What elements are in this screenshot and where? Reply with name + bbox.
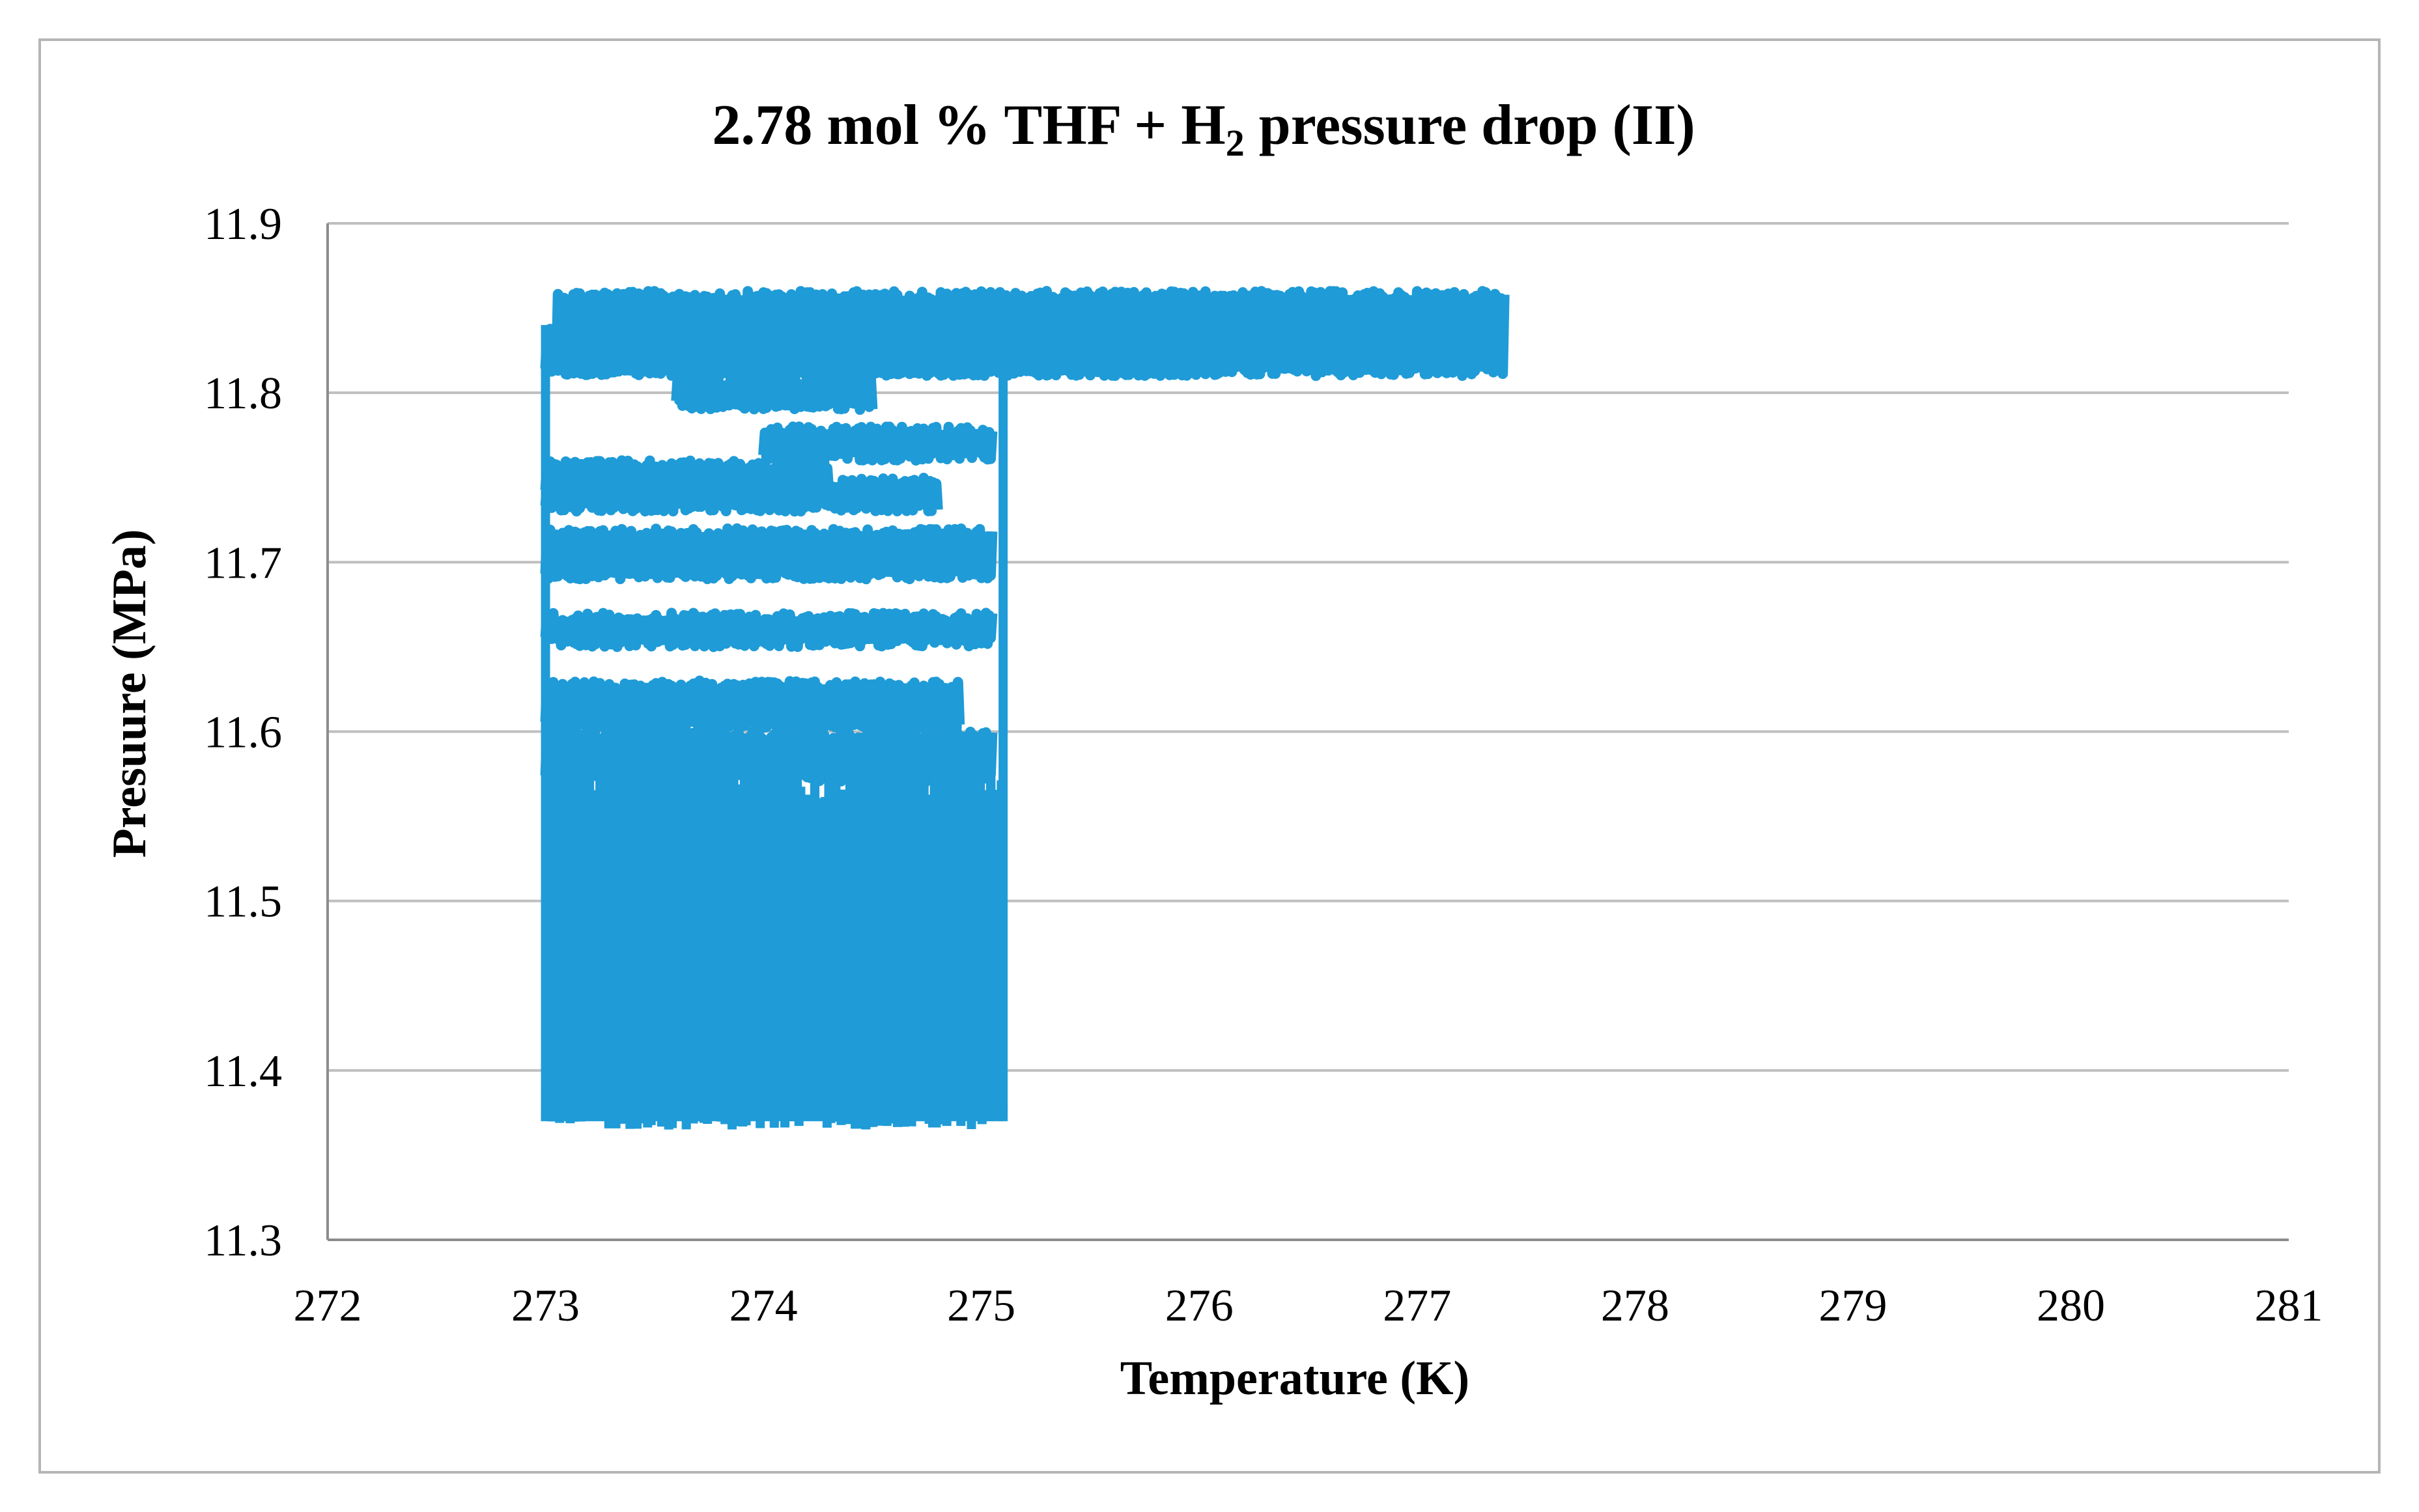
x-tick-label: 273 [511, 1281, 580, 1331]
y-tick-label: 11.3 [204, 1216, 282, 1266]
data-band-5 [540, 472, 943, 517]
x-tick-label: 277 [1383, 1281, 1451, 1331]
x-axis-title: Temperature (K) [1120, 1352, 1469, 1405]
data-band-7 [540, 608, 998, 652]
chart-svg: 2.78 mol % THF + H2 pressure drop (II) 2… [103, 94, 2323, 1405]
y-tick-label: 11.5 [204, 877, 282, 927]
y-tick-label: 11.7 [204, 538, 282, 588]
x-tick-label: 279 [1818, 1281, 1887, 1331]
x-tick-label: 275 [947, 1281, 1015, 1331]
x-tick-labels: 272 273 274 275 276 277 278 279 280 281 [294, 1281, 2323, 1331]
data-band-3 [758, 421, 998, 466]
y-tick-label: 11.6 [204, 708, 282, 758]
x-tick-label: 278 [1601, 1281, 1669, 1331]
chart-frame: 2.78 mol % THF + H2 pressure drop (II) 2… [38, 38, 2381, 1474]
x-tick-label: 281 [2255, 1281, 2323, 1331]
data-band-1 [540, 320, 1226, 382]
y-tick-labels: 11.3 11.4 11.5 11.6 11.7 11.8 11.9 [204, 199, 282, 1266]
data-dense-trace [541, 749, 1008, 1130]
data-band-8 [540, 675, 965, 737]
data-band-6 [540, 523, 998, 585]
chart-title: 2.78 mol % THF + H2 pressure drop (II) [712, 94, 1695, 164]
y-tick-label: 11.4 [204, 1046, 282, 1097]
y-tick-label: 11.8 [204, 369, 282, 419]
x-tick-label: 276 [1165, 1281, 1234, 1331]
y-tick-label: 11.9 [204, 199, 282, 249]
data-band-2 [671, 371, 878, 415]
x-tick-label: 274 [729, 1281, 798, 1331]
x-tick-label: 280 [2037, 1281, 2105, 1331]
y-axis-title: Presuure (MPa) [103, 529, 156, 858]
chart-title-subscript: 2 [1226, 122, 1245, 164]
plot-data [540, 286, 1510, 1130]
chart-title-main: 2.78 mol % THF + H [712, 94, 1225, 157]
x-tick-label: 272 [294, 1281, 362, 1331]
chart-title-rest: pressure drop (II) [1245, 94, 1695, 157]
